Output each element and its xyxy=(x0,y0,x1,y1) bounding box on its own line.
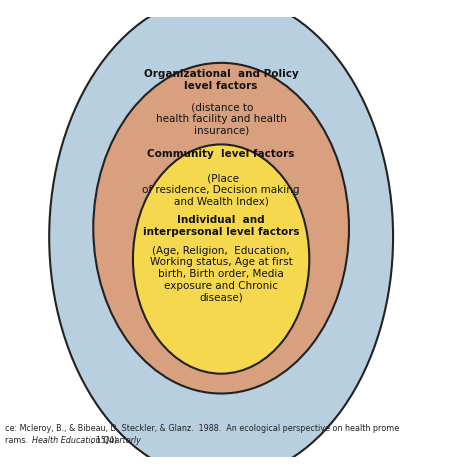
Text: Individual  and
interpersonal level factors: Individual and interpersonal level facto… xyxy=(143,215,300,237)
Ellipse shape xyxy=(133,145,310,374)
Text: (Age, Religion,  Education,
Working status, Age at first
birth, Birth order, Med: (Age, Religion, Education, Working statu… xyxy=(150,246,292,302)
Text: ce: Mcleroy, B., & Bibeau, D. Steckler, & Glanz.  1988.  An ecological perspecti: ce: Mcleroy, B., & Bibeau, D. Steckler, … xyxy=(5,424,400,433)
Text: (distance to
health facility and health
insurance): (distance to health facility and health … xyxy=(156,102,286,136)
Text: Community  level factors: Community level factors xyxy=(147,149,295,159)
Ellipse shape xyxy=(93,63,349,393)
Text: Health Education Quarterly: Health Education Quarterly xyxy=(32,436,141,445)
Text: , 15(4).: , 15(4). xyxy=(91,436,120,445)
Text: (Place
of residence, Decision making
and Wealth Index): (Place of residence, Decision making and… xyxy=(142,173,300,206)
Text: rams.: rams. xyxy=(5,436,33,445)
Text: Organizational  and Policy
level factors: Organizational and Policy level factors xyxy=(144,70,299,91)
Ellipse shape xyxy=(49,0,393,474)
